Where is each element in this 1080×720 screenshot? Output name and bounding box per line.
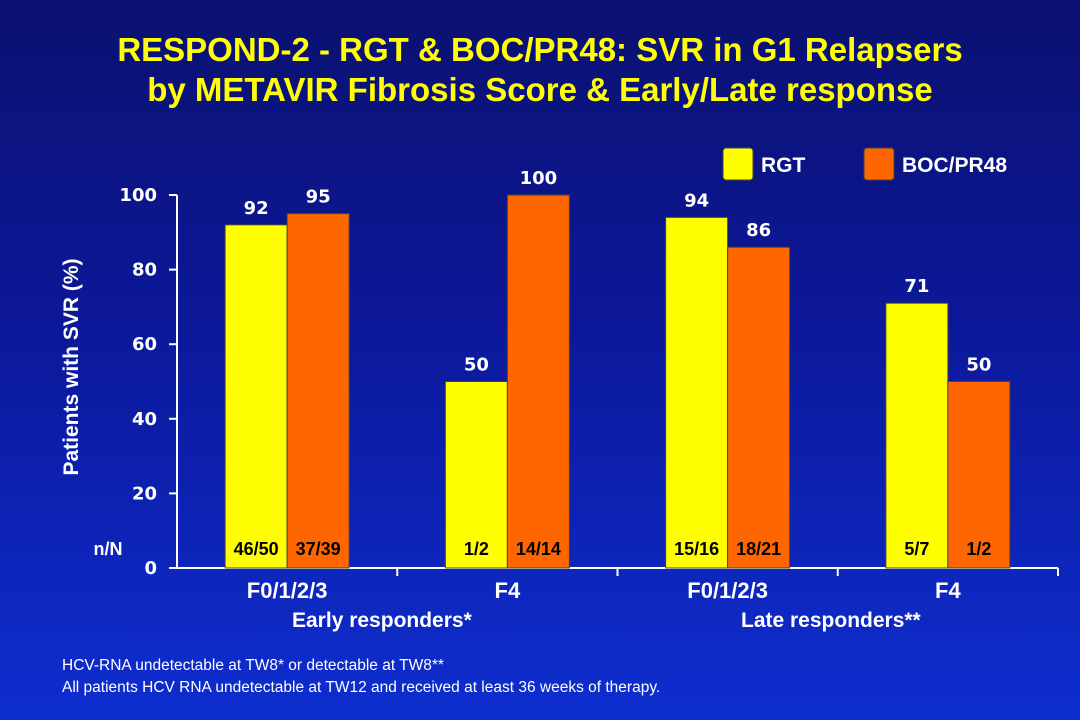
bar-value-label: 100 <box>520 168 558 189</box>
footnotes: HCV-RNA undetectable at TW8* or detectab… <box>62 655 660 699</box>
y-tick-label: 80 <box>132 260 157 281</box>
y-tick-label: 0 <box>144 558 157 579</box>
legend-label-rgt: RGT <box>761 154 806 177</box>
title-line-2: by METAVIR Fibrosis Score & Early/Late r… <box>147 71 933 108</box>
x-category-label: F0/1/2/3 <box>247 578 328 603</box>
bar-value-label: 86 <box>746 220 771 241</box>
y-tick-label: 20 <box>132 483 157 504</box>
bar-value-label: 94 <box>684 190 709 211</box>
y-axis-label: Patients with SVR (%) <box>60 258 83 475</box>
legend-label-boc: BOC/PR48 <box>902 154 1007 177</box>
nN-label: 14/14 <box>516 539 561 559</box>
x-category-label: F4 <box>495 578 521 603</box>
x-category-label: F0/1/2/3 <box>687 578 768 603</box>
bar-rgt <box>224 224 288 569</box>
bar-boc <box>947 381 1011 569</box>
bar-value-label: 71 <box>904 276 929 297</box>
x-category-label: F4 <box>935 578 961 603</box>
nN-label: 46/50 <box>234 539 279 559</box>
bar-boc <box>727 246 791 569</box>
bar-value-label: 50 <box>464 355 489 376</box>
legend-swatch-rgt <box>722 147 754 181</box>
bar-boc <box>506 194 570 569</box>
y-tick-label: 60 <box>132 334 157 355</box>
legend-swatch-boc <box>863 147 895 181</box>
footnote-line-1: HCV-RNA undetectable at TW8* or detectab… <box>62 657 444 674</box>
bar-value-label: 50 <box>966 355 991 376</box>
nN-label: 1/2 <box>464 539 489 559</box>
nN-label: 37/39 <box>296 539 341 559</box>
title-line-1: RESPOND-2 - RGT & BOC/PR48: SVR in G1 Re… <box>117 31 963 68</box>
group-label-late: Late responders** <box>741 609 921 632</box>
bar-rgt <box>885 302 949 569</box>
bar-boc <box>286 213 350 569</box>
y-tick-label: 100 <box>119 185 157 206</box>
bar-rgt <box>444 381 508 569</box>
group-label-early: Early responders* <box>292 609 472 632</box>
nN-label: 1/2 <box>966 539 991 559</box>
nN-label: 15/16 <box>674 539 719 559</box>
bar-value-label: 95 <box>306 187 331 208</box>
chart-title: RESPOND-2 - RGT & BOC/PR48: SVR in G1 Re… <box>0 30 1080 110</box>
footnote-line-2: All patients HCV RNA undetectable at TW1… <box>62 679 661 696</box>
bar-rgt <box>665 216 729 569</box>
nN-row-label: n/N <box>94 539 123 559</box>
y-tick-label: 40 <box>132 409 157 430</box>
nN-label: 18/21 <box>736 539 781 559</box>
nN-label: 5/7 <box>904 539 929 559</box>
bar-value-label: 92 <box>244 198 269 219</box>
